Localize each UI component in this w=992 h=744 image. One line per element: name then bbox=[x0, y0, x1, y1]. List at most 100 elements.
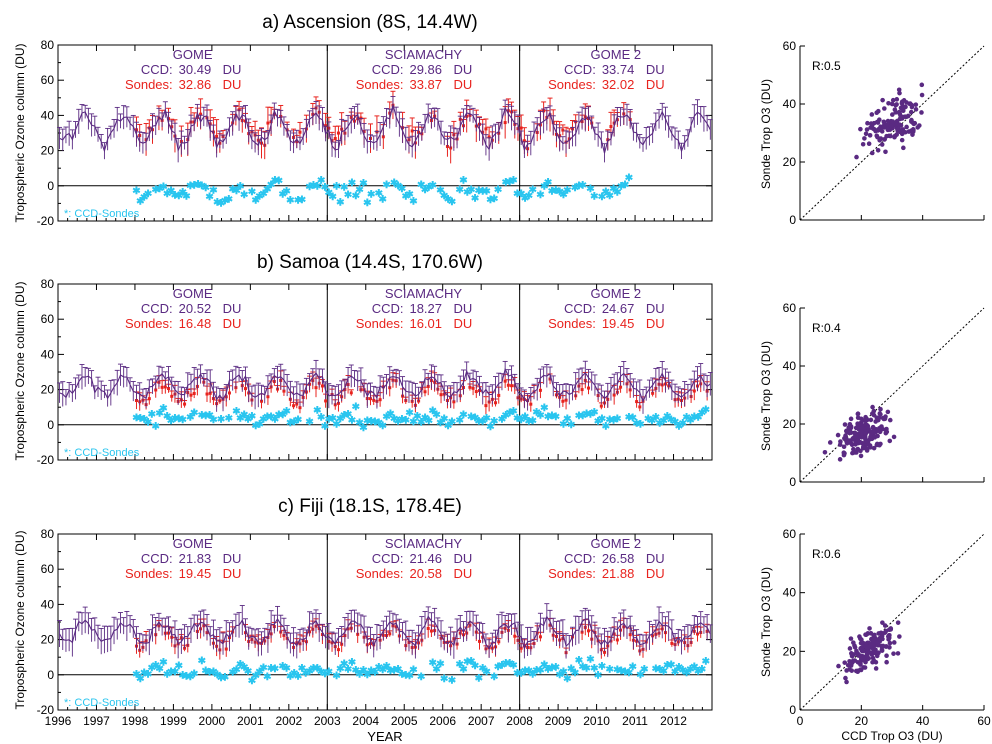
diff-point: ✱ bbox=[340, 411, 349, 422]
diff-point: ✱ bbox=[609, 416, 618, 427]
sondes-point bbox=[215, 134, 219, 138]
diff-point: ✱ bbox=[159, 404, 168, 415]
diff-point: ✱ bbox=[579, 411, 588, 422]
period-ccd-value: 20.52 bbox=[179, 301, 212, 316]
scatter-point bbox=[885, 118, 891, 124]
diff-point: ✱ bbox=[675, 422, 684, 433]
diff-point: ✱ bbox=[682, 412, 691, 423]
diff-legend: *: CCD-Sondes bbox=[64, 208, 140, 220]
scatter-point bbox=[894, 132, 899, 137]
scatter-point bbox=[908, 109, 914, 115]
diff-point: ✱ bbox=[148, 409, 157, 420]
diff-point: ✱ bbox=[502, 177, 511, 188]
x-tick-label: 2012 bbox=[660, 714, 687, 728]
scatter-point bbox=[852, 434, 857, 440]
diff-point: ✱ bbox=[202, 411, 211, 422]
diff-point: ✱ bbox=[479, 416, 488, 427]
scatter-r-label: R:0.4 bbox=[812, 321, 841, 335]
diff-point: ✱ bbox=[548, 411, 557, 422]
diff-point: ✱ bbox=[421, 413, 430, 424]
diff-point: ✱ bbox=[309, 180, 318, 191]
sondes-point bbox=[468, 385, 472, 389]
diff-series: ✱✱✱✱✱✱✱✱✱✱✱✱✱✱✱✱✱✱✱✱✱✱✱✱✱✱✱✱✱✱✱✱✱✱✱✱✱✱✱✱… bbox=[132, 654, 710, 687]
scatter-point bbox=[842, 422, 848, 427]
scatter-x-tick-label: 60 bbox=[977, 714, 991, 728]
diff-point: ✱ bbox=[375, 418, 384, 429]
scatter-point bbox=[865, 120, 870, 126]
diff-point: ✱ bbox=[286, 196, 295, 207]
sondes-point bbox=[134, 398, 138, 402]
diff-point: ✱ bbox=[278, 661, 287, 672]
diff-point: ✱ bbox=[225, 413, 234, 424]
panel-c-title: c) Fiji (18.1S, 178.4E) bbox=[278, 496, 462, 517]
scatter-point bbox=[868, 121, 874, 126]
x-tick-label: 2007 bbox=[468, 714, 495, 728]
period-sondes-value: 32.02 bbox=[602, 77, 635, 92]
diff-point: ✱ bbox=[205, 192, 214, 203]
diff-point: ✱ bbox=[321, 669, 330, 680]
scatter-point bbox=[872, 650, 878, 656]
diff-point: ✱ bbox=[567, 420, 576, 431]
ccd-line bbox=[59, 104, 711, 154]
diff-point: ✱ bbox=[552, 662, 561, 673]
sondes-point bbox=[478, 639, 482, 643]
scatter-ylabel-a: Sonde Trop O3 (DU) bbox=[759, 79, 773, 189]
scatter-point bbox=[919, 110, 924, 115]
diff-point: ✱ bbox=[275, 176, 284, 187]
diff-point: ✱ bbox=[475, 417, 484, 428]
diff-point: ✱ bbox=[582, 663, 591, 674]
sondes-point bbox=[506, 383, 510, 387]
scatter-point bbox=[898, 113, 904, 119]
period-sondes-value: 32.86 bbox=[179, 77, 212, 92]
period-ccd-value: 21.83 bbox=[179, 551, 212, 566]
scatter-panel: 0 20 40 60 R:0.4 bbox=[783, 301, 985, 489]
period-ccd-label: CCD: bbox=[141, 551, 173, 566]
diff-point: ✱ bbox=[605, 191, 614, 202]
diff-point: ✱ bbox=[579, 662, 588, 673]
scatter-point bbox=[877, 411, 883, 416]
scatter-point bbox=[888, 123, 894, 129]
diff-point: ✱ bbox=[679, 666, 688, 677]
scatter-point bbox=[842, 451, 847, 456]
diff-point: ✱ bbox=[167, 667, 176, 678]
scatter-point bbox=[822, 449, 828, 455]
y-tick-label: 20 bbox=[41, 633, 55, 647]
diff-point: ✱ bbox=[505, 408, 514, 419]
diff-point: ✱ bbox=[302, 669, 311, 680]
diff-point: ✱ bbox=[198, 411, 207, 422]
scatter-point bbox=[880, 620, 885, 625]
diff-point: ✱ bbox=[513, 413, 522, 424]
scatter-xlabel: CCD Trop O3 (DU) bbox=[841, 729, 942, 743]
diff-point: ✱ bbox=[294, 415, 303, 426]
diff-point: ✱ bbox=[509, 660, 518, 671]
diff-point: ✱ bbox=[536, 411, 545, 422]
diff-point: ✱ bbox=[359, 666, 368, 677]
sondes-point bbox=[295, 402, 299, 406]
sondes-point bbox=[381, 135, 385, 139]
period-ccd-label: CCD: bbox=[141, 301, 173, 316]
diff-point: ✱ bbox=[313, 406, 322, 417]
period-ccd-label: CCD: bbox=[564, 62, 596, 77]
diff-point: ✱ bbox=[286, 671, 295, 682]
scatter-point bbox=[858, 636, 863, 642]
diff-point: ✱ bbox=[386, 666, 395, 677]
diff-point: ✱ bbox=[529, 669, 538, 680]
diff-point: ✱ bbox=[629, 662, 638, 673]
scatter-point bbox=[855, 411, 861, 417]
sondes-point bbox=[227, 391, 231, 395]
diff-point: ✱ bbox=[575, 655, 584, 666]
sondes-point bbox=[426, 384, 430, 388]
diff-point: ✱ bbox=[509, 407, 518, 418]
diff-point: ✱ bbox=[267, 412, 276, 423]
sondes-point bbox=[587, 386, 591, 390]
diff-point: ✱ bbox=[344, 665, 353, 676]
diff-point: ✱ bbox=[155, 408, 164, 419]
scatter-y-tick-label: 40 bbox=[783, 97, 797, 111]
sondes-point bbox=[372, 398, 376, 402]
sondes-point bbox=[170, 394, 174, 398]
scatter-point bbox=[841, 444, 847, 450]
sondes-point bbox=[519, 126, 523, 130]
scatter-point bbox=[913, 102, 919, 107]
diff-point: ✱ bbox=[398, 670, 407, 681]
period-sondes-value: 16.01 bbox=[409, 316, 442, 331]
